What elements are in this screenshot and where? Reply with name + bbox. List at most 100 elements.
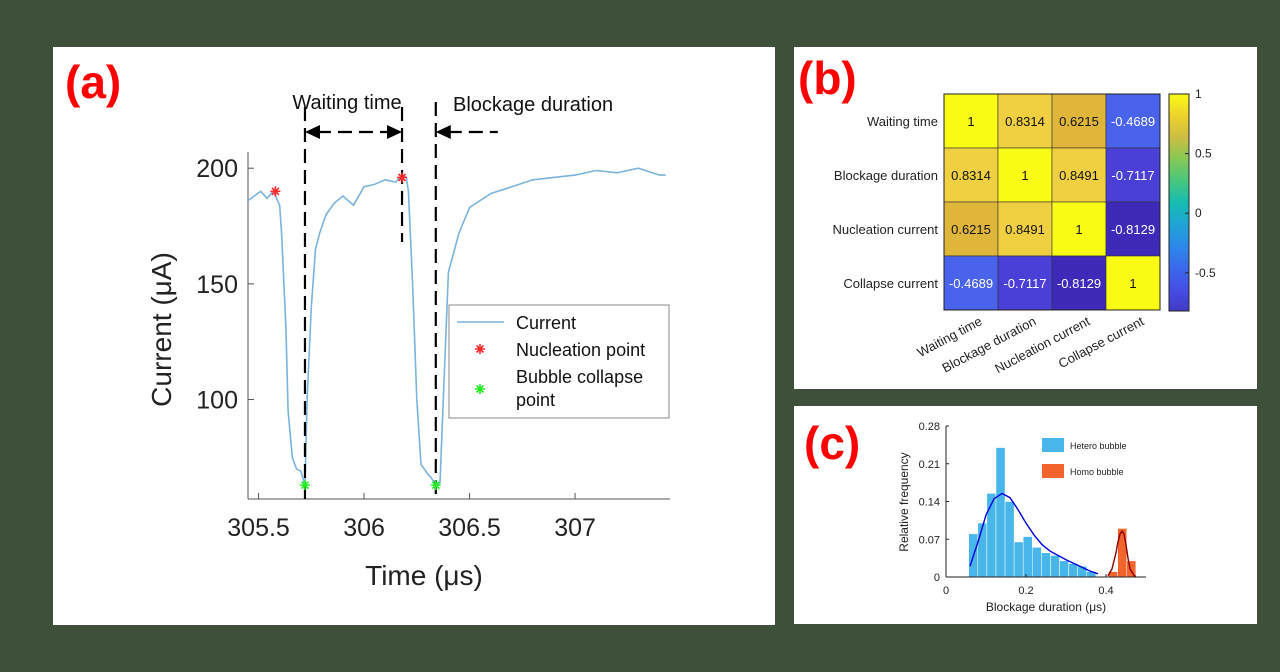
heatmap-value: -0.7117	[1003, 276, 1046, 291]
y-axis-label: Current (μA)	[146, 252, 177, 407]
y-tick-label: 0	[934, 572, 940, 584]
heatmap-cell	[1105, 255, 1161, 311]
x-tick-label: 0	[943, 585, 949, 597]
legend-collapse-swatch	[475, 384, 485, 394]
heatmap-cell	[997, 147, 1053, 203]
heatmap-value: -0.4689	[1111, 114, 1155, 129]
x-axis-label: Blockage duration (μs)	[986, 600, 1106, 614]
column-label: Blockage duration	[939, 313, 1038, 375]
column-label: Nucleation current	[992, 313, 1093, 376]
waiting-time-annotation: Waiting time	[292, 92, 401, 114]
row-label: Waiting time	[867, 114, 938, 129]
x-tick-label: 0.4	[1098, 585, 1113, 597]
colorbar-tick-label: 0.5	[1195, 147, 1212, 161]
blockage-duration-annotation: Blockage duration	[453, 94, 613, 116]
nucleation-point	[397, 172, 408, 183]
blockage-arrowhead	[435, 125, 451, 139]
colorbar-tick-label: -0.5	[1195, 266, 1216, 280]
heatmap-cell	[1051, 201, 1107, 257]
heatmap-value: 0.8491	[1005, 222, 1045, 237]
colorbar	[1168, 93, 1190, 312]
hetero-bar	[1004, 501, 1015, 578]
correlation-heatmap: 1 0.8314 0.6215 -0.4689 0.8314 1 0.8491 -0.7117…	[833, 87, 1217, 376]
heatmap-value: -0.4689	[949, 276, 993, 291]
heatmap-value: 0.8314	[1005, 114, 1045, 129]
heatmap-value: 0.6215	[951, 222, 991, 237]
panel-label-a: (a)	[65, 56, 122, 108]
hetero-bar	[995, 447, 1006, 578]
colorbar-tick-label: 0	[1195, 206, 1202, 220]
legend-nucleation-swatch	[475, 344, 485, 354]
panel-b: (b) 1 0.8314 0.6215 -0.4689 0.8314 1 0.8491 -0.…	[794, 47, 1257, 389]
homo-bar	[1126, 560, 1137, 578]
heatmap-value: 0.8491	[1059, 168, 1099, 183]
x-tick-label: 0.2	[1018, 585, 1033, 597]
row-label: Nucleation current	[833, 222, 939, 237]
nucleation-point	[270, 186, 281, 197]
x-axis-label: Time (μs)	[365, 560, 483, 591]
heatmap-cell	[943, 201, 999, 257]
waiting-arrowhead-left	[304, 125, 320, 139]
colorbar-tick-label: 1	[1195, 87, 1202, 101]
hetero-bar	[1068, 563, 1078, 578]
heatmap-frame	[943, 93, 1161, 311]
heatmap-value: 1	[1021, 168, 1028, 183]
x-tick-label: 306.5	[438, 514, 501, 542]
legend-collapse-label: Bubble collapse point	[516, 367, 643, 410]
heatmap-value: 0.8314	[951, 168, 991, 183]
heatmap-cell	[1105, 147, 1161, 203]
y-axis-label: Relative frequency	[897, 452, 911, 551]
y-tick-label: 0.21	[919, 459, 940, 471]
panel-label-c: (c)	[804, 417, 861, 469]
heatmap-cell	[997, 201, 1053, 257]
heatmap-value: -0.8129	[1111, 222, 1155, 237]
panel-a: (a) 305.5 306 306.5 307 100 150 200 Time (μs) Cu…	[53, 47, 775, 625]
y-tick-label: 0.14	[919, 497, 940, 509]
x-tick-label: 307	[554, 514, 596, 542]
hetero-bar	[1059, 560, 1069, 578]
collapse-point	[299, 480, 310, 491]
current-time-chart: 305.5 306 306.5 307 100 150 200 Time (μs) Curren…	[146, 92, 670, 591]
heatmap-value: 0.6215	[1059, 114, 1099, 129]
legend-collapse-label-line: point	[516, 390, 555, 410]
waiting-arrowhead-right	[387, 125, 403, 139]
y-tick-label: 0.28	[919, 421, 940, 433]
panel-label-b: (b)	[798, 52, 857, 104]
legend-box	[448, 304, 670, 419]
hetero-bar	[1041, 552, 1051, 578]
row-label: Blockage duration	[834, 168, 938, 183]
homo-fit-curve	[1107, 530, 1137, 578]
hetero-bar	[986, 493, 997, 578]
legend-label: Homo bubble	[1070, 467, 1124, 477]
heatmap-value: 1	[1129, 276, 1136, 291]
heatmap-cell	[943, 147, 999, 203]
hetero-bar	[1022, 536, 1033, 578]
heatmap-cell	[1051, 147, 1107, 203]
current-series-line	[247, 167, 666, 487]
heatmap-cell	[1051, 93, 1107, 149]
legend-label: Hetero bubble	[1070, 441, 1127, 451]
legend-nucleation-label: Nucleation point	[516, 340, 645, 360]
x-tick-label: 306	[343, 514, 385, 542]
heatmap-value: -0.7117	[1111, 168, 1154, 183]
heatmap-value: -0.8129	[1057, 276, 1101, 291]
row-label: Collapse current	[843, 276, 938, 291]
heatmap-cell	[1051, 255, 1107, 311]
x-tick-label: 305.5	[227, 514, 290, 542]
legend-current-label: Current	[516, 313, 576, 333]
collapse-point	[430, 480, 441, 491]
hetero-bar	[1013, 541, 1024, 578]
hetero-fit-curve	[969, 492, 1099, 575]
panel-c: (c) 0 0.2 0.4 0 0.07 0.14 0.21 0.28 Blockage dur…	[794, 406, 1257, 624]
heatmap-value: 1	[1075, 222, 1082, 237]
heatmap-cell	[943, 93, 999, 149]
hetero-bar	[1050, 555, 1060, 578]
y-tick-label: 100	[196, 387, 238, 415]
heatmap-value: 1	[967, 114, 974, 129]
y-tick-label: 200	[196, 155, 238, 183]
hetero-bar	[977, 522, 988, 578]
legend-swatch	[1042, 464, 1064, 478]
heatmap-cell	[1105, 201, 1161, 257]
hetero-bar	[1032, 547, 1042, 578]
y-tick-label: 150	[196, 271, 238, 299]
